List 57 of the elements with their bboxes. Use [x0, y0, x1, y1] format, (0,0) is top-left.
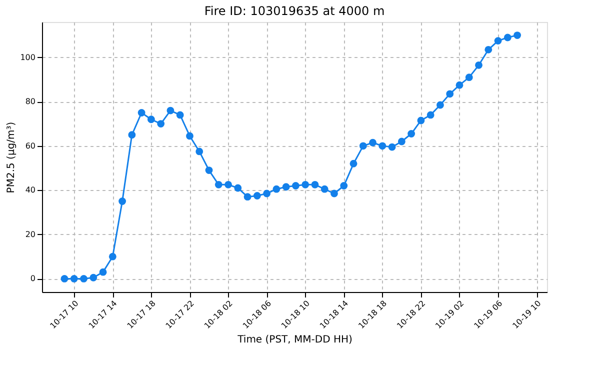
point: [436, 101, 444, 109]
point: [320, 185, 328, 193]
point: [90, 274, 98, 282]
point: [475, 61, 482, 69]
point: [340, 182, 348, 190]
point: [138, 109, 146, 116]
point: [80, 275, 88, 282]
point: [446, 90, 454, 98]
point: [60, 275, 68, 282]
point: [369, 138, 376, 146]
point: [214, 180, 222, 188]
point: [108, 252, 116, 260]
point: [147, 116, 155, 124]
y-tick-label: 40: [25, 186, 36, 195]
point: [302, 180, 310, 188]
point: [311, 180, 319, 188]
point: [282, 183, 290, 191]
point: [504, 34, 512, 42]
point: [205, 166, 213, 174]
point: [514, 32, 521, 39]
point: [99, 268, 107, 276]
point: [426, 111, 434, 119]
point: [224, 180, 232, 188]
point: [118, 198, 126, 205]
point: [196, 148, 204, 156]
point: [70, 275, 78, 282]
point: [330, 190, 338, 198]
point: [157, 120, 165, 128]
point: [128, 131, 136, 139]
point: [388, 143, 396, 151]
point: [350, 160, 358, 168]
point: [292, 182, 300, 190]
chart-title: Fire ID: 103019635 at 4000 m: [204, 4, 385, 18]
y-axis-title: PM2.5 (µg/m³): [6, 122, 18, 194]
point: [378, 142, 386, 150]
point: [417, 116, 425, 124]
point: [456, 81, 464, 89]
point: [398, 138, 406, 146]
point: [186, 132, 194, 140]
y-tick-label: 20: [25, 230, 36, 239]
y-tick-label: 0: [30, 274, 36, 284]
point: [234, 184, 242, 192]
point: [176, 111, 184, 119]
point: [494, 37, 502, 45]
point: [263, 190, 271, 198]
point: [359, 142, 367, 150]
y-tick-label: 80: [25, 97, 36, 106]
point: [166, 106, 174, 114]
point: [484, 46, 492, 54]
point: [465, 74, 473, 82]
point: [408, 130, 416, 138]
y-tick-label: 100: [20, 52, 36, 62]
point: [253, 192, 261, 200]
x-axis-title: Time (PST, MM-DD HH): [236, 334, 352, 346]
point: [272, 185, 280, 193]
point: [244, 193, 252, 201]
y-tick-label: 60: [25, 141, 36, 150]
